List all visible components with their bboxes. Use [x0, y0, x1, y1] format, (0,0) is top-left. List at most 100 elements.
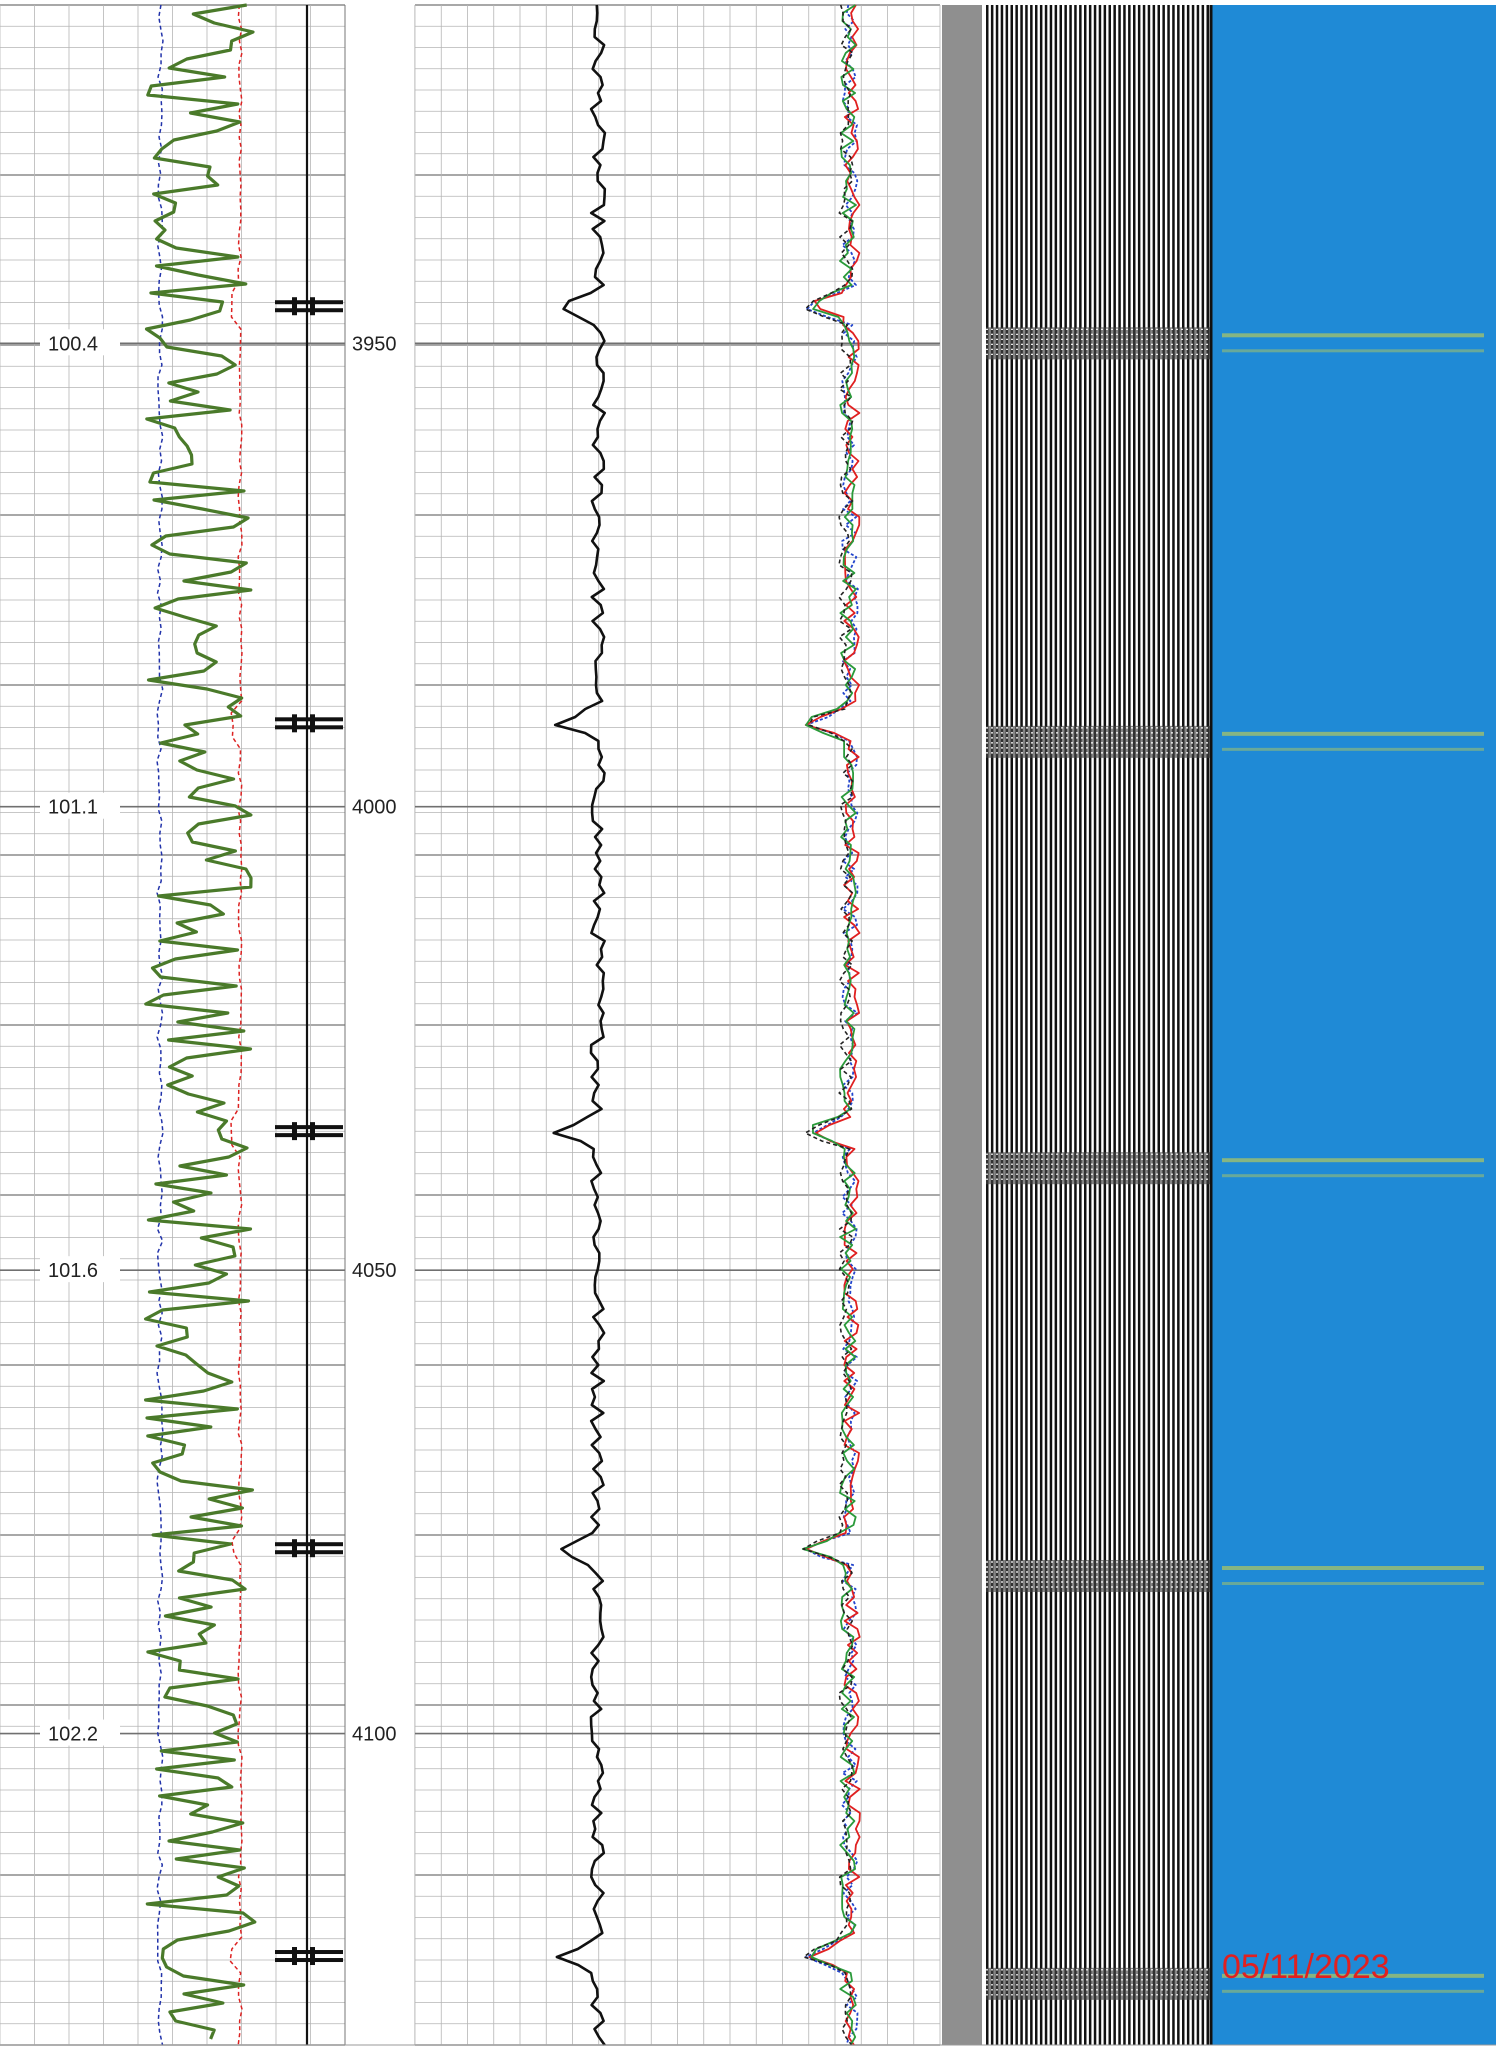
vdl-stripe [986, 5, 989, 2045]
vdl-stripe [1172, 5, 1175, 2045]
vdl-stripe [1025, 5, 1028, 2045]
collar-marker [310, 1122, 315, 1141]
collar-marker [275, 1958, 343, 1963]
vdl-stripe [1044, 5, 1048, 2045]
vdl-stripe [1167, 5, 1170, 2045]
blue-dashed-curve [156, 4, 164, 2046]
vdl-stripe [1133, 5, 1136, 2045]
vdl-stripe [1196, 5, 1200, 2045]
time-track-curves [144, 3, 343, 2046]
vdl-stripe [990, 5, 994, 2045]
black-dashed-amplitude-curve [802, 4, 854, 2046]
collar-marker [292, 297, 297, 316]
vdl-stripe [1157, 5, 1160, 2045]
vdl-stripe [1064, 5, 1067, 2045]
vdl-stripe [1142, 5, 1146, 2045]
depth-track: 3950 4000 4050 4100 [344, 5, 416, 2045]
collar-marker [275, 1550, 343, 1555]
vdl-stripe [1000, 5, 1004, 2045]
bond-map-highlight [1222, 731, 1484, 736]
vdl-stripe [1059, 5, 1062, 2045]
amplitude-track-grid [414, 4, 941, 2046]
collar-marker [292, 1539, 297, 1558]
green-curve [144, 3, 257, 2040]
bond-map-highlight [1222, 1174, 1484, 1178]
collar-marker [292, 1122, 297, 1141]
vdl-left-band [942, 5, 982, 2045]
collar-marker [310, 1539, 315, 1558]
time-track-labels: 100.4 101.1 101.6 102.2 [40, 329, 120, 1746]
collar-marker [310, 1947, 315, 1966]
collar-marker [275, 717, 343, 722]
time-label-bg [40, 792, 120, 819]
vdl-stripe [1015, 5, 1018, 2045]
red-amplitude-curve [804, 4, 861, 2046]
vdl-stripe [1128, 5, 1131, 2045]
vdl-stripe [1186, 5, 1190, 2045]
bond-map-track [1209, 5, 1496, 2045]
amplitude-track [414, 4, 941, 2046]
vdl-stripe [1010, 5, 1013, 2045]
vdl-stripe [1049, 5, 1053, 2045]
vdl-stripe [1113, 5, 1116, 2045]
bond-map-bg [1212, 5, 1496, 2045]
vdl-stripe [1030, 5, 1033, 2045]
depth-tick-label: 4000 [352, 797, 397, 819]
bond-map-highlight [1222, 349, 1484, 353]
collar-marker [275, 1125, 343, 1130]
time-track: 100.4 101.1 101.6 102.2 [0, 3, 346, 2046]
time-label-bg [40, 1719, 120, 1746]
vdl-stripe [1093, 5, 1097, 2045]
amplitude-track-curves [552, 4, 861, 2046]
collar-marker [310, 297, 315, 316]
vdl-stripe [1191, 5, 1195, 2045]
collar-marker [310, 714, 315, 733]
time-tick-label: 102.2 [48, 1724, 98, 1746]
collar-marker [292, 1947, 297, 1966]
vdl-stripe [1162, 5, 1165, 2045]
date-stamp: 05/11/2023 [1222, 1948, 1390, 1986]
variable-density-track [942, 5, 1210, 2045]
bond-map-highlight [1222, 333, 1484, 338]
vdl-stripe [1118, 5, 1121, 2045]
vdl-stripe [1123, 5, 1126, 2045]
depth-tick-label: 4050 [352, 1260, 397, 1282]
bond-map-highlight [1222, 1582, 1484, 1586]
black-amplitude-curve [552, 4, 607, 2046]
vdl-stripe [1035, 5, 1038, 2045]
collar-marker [292, 714, 297, 733]
collar-marker [275, 300, 343, 305]
vdl-stripe [1098, 5, 1102, 2045]
vdl-stripe [1088, 5, 1092, 2045]
vdl-stripe [1147, 5, 1151, 2045]
time-tick-label: 101.1 [48, 797, 98, 819]
vdl-stripe [1079, 5, 1082, 2045]
vdl-stripe [1206, 5, 1209, 2045]
bond-map-highlight [1222, 1989, 1484, 1993]
time-tick-label: 101.6 [48, 1260, 98, 1282]
vdl-stripe [1103, 5, 1107, 2045]
collar-marker [275, 1542, 343, 1547]
vdl-stripe [1020, 5, 1023, 2045]
vdl-stripe [1069, 5, 1072, 2045]
vdl-stripe [1074, 5, 1077, 2045]
collar-marker [275, 308, 343, 313]
vdl-stripe [1005, 5, 1009, 2045]
time-label-bg [40, 329, 120, 356]
collar-marker [275, 725, 343, 730]
collar-marker [275, 1950, 343, 1955]
vdl-stripe [1152, 5, 1156, 2045]
collar-marker [275, 1133, 343, 1138]
bond-map-highlight [1222, 1158, 1484, 1163]
vdl-stripe [1039, 5, 1043, 2045]
vdl-stripe [1054, 5, 1058, 2045]
vdl-stripe [1108, 5, 1111, 2045]
vdl-stripe [1137, 5, 1141, 2045]
bond-map-highlight [1222, 1973, 1484, 1978]
depth-track-bg [345, 5, 415, 2045]
time-label-bg [40, 1256, 120, 1283]
vdl-stripe [995, 5, 999, 2045]
depth-tick-label: 3950 [352, 333, 397, 355]
vdl-stripe [1084, 5, 1087, 2045]
